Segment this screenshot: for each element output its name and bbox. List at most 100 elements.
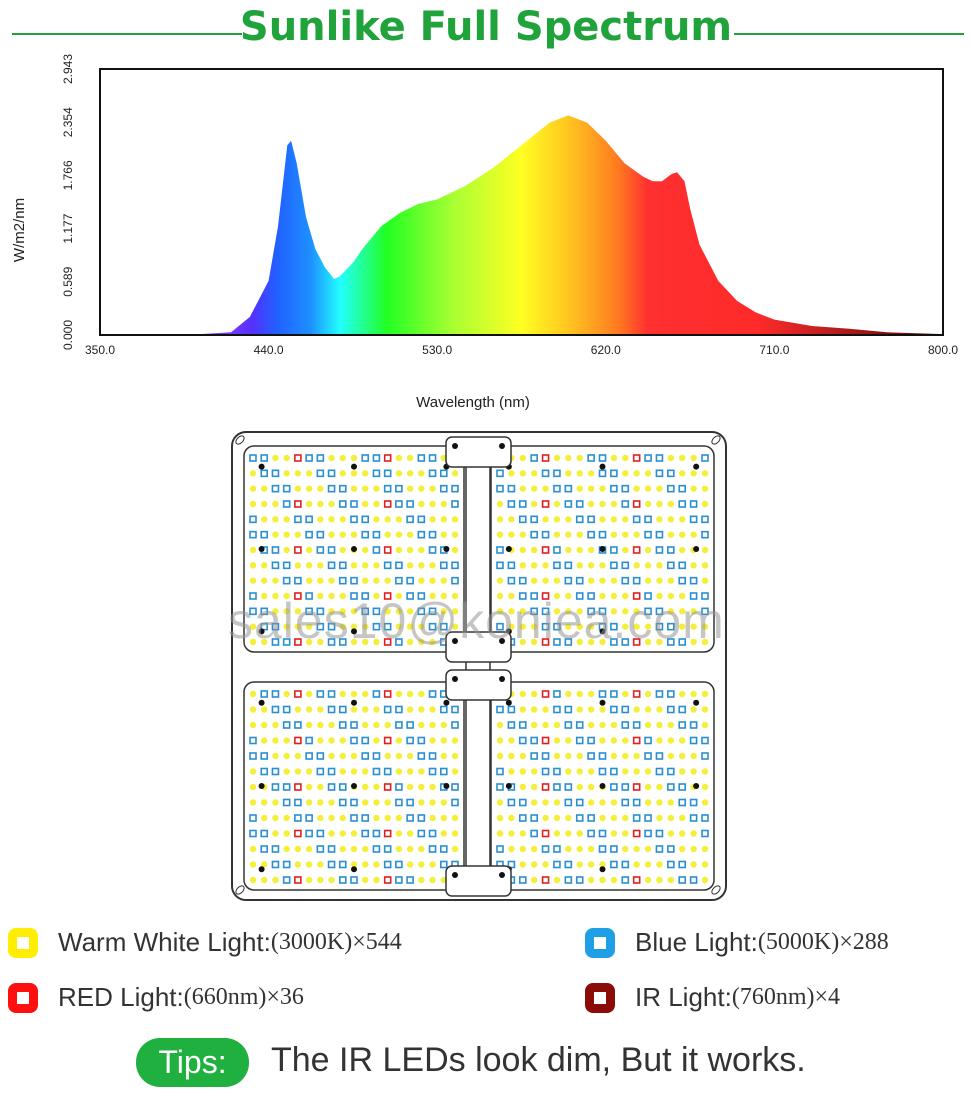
warm-white-led xyxy=(690,690,697,698)
red-led xyxy=(294,829,302,838)
blue-led xyxy=(249,515,257,524)
warm-white-led xyxy=(667,516,675,523)
warm-white-led xyxy=(406,690,414,698)
x-tick-label: 530.0 xyxy=(422,343,452,357)
warm-white-led xyxy=(496,592,504,600)
warm-white-led xyxy=(587,623,595,630)
warm-white-led xyxy=(496,531,504,538)
screw-hole xyxy=(258,866,265,873)
blue-led xyxy=(451,500,459,508)
blue-led xyxy=(327,783,336,791)
blue-led xyxy=(541,767,550,776)
blue-led xyxy=(496,845,504,853)
blue-led xyxy=(689,576,698,585)
blue-led xyxy=(439,767,448,776)
bracket-screw xyxy=(499,443,505,449)
blue-led xyxy=(294,576,302,585)
warm-white-led xyxy=(553,876,561,884)
warm-white-led xyxy=(317,706,324,713)
blue-led xyxy=(678,783,687,791)
warm-white-led xyxy=(667,799,675,806)
blue-led xyxy=(439,860,448,869)
warm-white-led xyxy=(690,470,697,477)
blue-led xyxy=(327,469,336,478)
warm-white-led xyxy=(362,690,369,698)
blue-led xyxy=(564,860,573,869)
warm-white-led xyxy=(610,721,618,729)
blue-led xyxy=(518,876,527,884)
blue-led xyxy=(417,814,426,822)
warm-white-led xyxy=(565,592,572,600)
warm-white-led xyxy=(530,768,538,775)
warm-white-led xyxy=(350,623,358,630)
blue-led xyxy=(282,484,291,493)
warm-white-led xyxy=(261,737,268,744)
warm-white-led xyxy=(451,546,459,554)
blue-led xyxy=(316,454,325,462)
blue-led xyxy=(428,454,437,462)
bracket-screw xyxy=(499,872,505,878)
warm-white-led xyxy=(530,876,538,884)
warm-white-led xyxy=(576,623,583,630)
warm-white-led xyxy=(679,830,686,837)
warm-white-led xyxy=(317,485,324,492)
warm-white-led xyxy=(395,845,403,853)
warm-white-led xyxy=(610,799,618,806)
warm-white-led xyxy=(384,814,391,822)
blue-led xyxy=(271,690,280,698)
blue-led xyxy=(553,546,561,554)
y-axis-label: W/m2/nm xyxy=(11,198,28,262)
warm-white-led xyxy=(418,721,425,729)
warm-white-led xyxy=(656,876,663,884)
blue-led xyxy=(316,622,325,631)
warm-white-led xyxy=(587,861,595,868)
warm-white-led xyxy=(272,814,279,822)
warm-white-led xyxy=(508,814,515,822)
warm-white-led xyxy=(701,485,709,492)
red-led xyxy=(383,783,392,791)
warm-white-led xyxy=(249,500,257,508)
blue-led xyxy=(507,576,516,585)
warm-white-led xyxy=(328,876,335,884)
warm-white-led xyxy=(305,799,313,806)
warm-white-led xyxy=(283,814,290,822)
warm-white-led xyxy=(317,721,324,729)
blue-led xyxy=(395,638,403,646)
warm-white-led xyxy=(283,830,290,837)
blue-led xyxy=(395,860,403,869)
warm-white-led xyxy=(576,454,583,462)
warm-white-led xyxy=(679,690,686,698)
warm-white-led xyxy=(339,690,346,698)
blue-led xyxy=(282,638,291,646)
red-led xyxy=(541,690,550,698)
blue-led xyxy=(530,736,538,745)
blue-led xyxy=(587,592,595,600)
warm-white-led xyxy=(508,516,515,523)
warm-white-led xyxy=(587,638,595,646)
warm-white-led xyxy=(679,768,686,775)
warm-white-led xyxy=(530,706,538,713)
blue-led xyxy=(610,484,618,493)
warm-white-led xyxy=(328,830,335,837)
warm-white-led xyxy=(406,531,414,538)
blue-led xyxy=(598,690,607,698)
blue-led xyxy=(316,829,325,838)
warm-white-led xyxy=(350,768,358,775)
blue-led xyxy=(428,622,437,631)
blue-led xyxy=(417,607,426,616)
warm-white-led xyxy=(496,608,504,615)
warm-white-led xyxy=(519,454,526,462)
warm-white-led xyxy=(701,577,709,584)
warm-white-led xyxy=(305,638,313,646)
warm-white-led xyxy=(350,470,358,477)
warm-white-led xyxy=(530,861,538,868)
warm-white-led xyxy=(508,768,515,775)
blue-led xyxy=(316,690,325,698)
blue-led xyxy=(541,607,550,616)
blue-led xyxy=(610,469,618,478)
warm-white-led xyxy=(350,608,358,615)
warm-white-led xyxy=(553,454,561,462)
blue-led xyxy=(338,721,347,729)
warm-white-led xyxy=(667,876,675,884)
warm-white-led xyxy=(384,577,391,584)
